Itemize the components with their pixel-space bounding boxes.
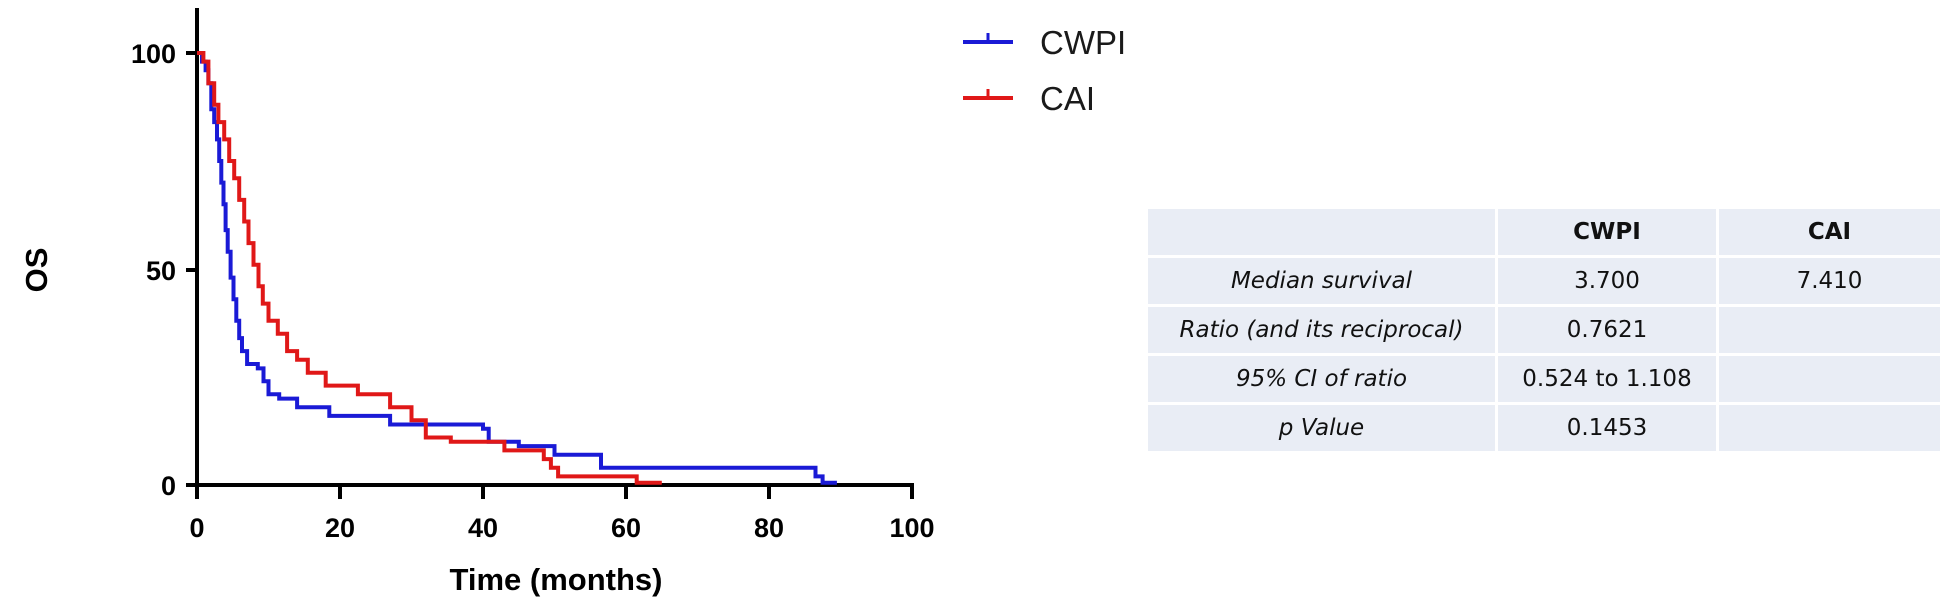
cell-ratio-cwpi: 0.7621 <box>1498 307 1716 353</box>
table-row: Median survival 3.700 7.410 <box>1148 258 1940 304</box>
cell-ci-cwpi: 0.524 to 1.108 <box>1498 356 1716 402</box>
table-header-cai: CAI <box>1719 209 1940 255</box>
table-header-empty <box>1148 209 1495 255</box>
cell-median-cai: 7.410 <box>1719 258 1940 304</box>
x-axis-title: Time (months) <box>450 562 663 597</box>
y-axis-title: OS <box>19 248 54 293</box>
legend-label-cai: CAI <box>1040 80 1095 117</box>
legend-item-cai: CAI <box>963 80 1095 117</box>
x-axis: 0 20 40 60 80 100 Time (months) <box>186 483 935 597</box>
x-tick-label-0: 0 <box>189 513 204 543</box>
row-label-ci: 95% CI of ratio <box>1148 356 1495 402</box>
x-tick-label-40: 40 <box>468 513 498 543</box>
cell-p-cai <box>1719 405 1940 451</box>
table-row: p Value 0.1453 <box>1148 405 1940 451</box>
x-tick-label-100: 100 <box>889 513 934 543</box>
survival-statistics-table: CWPI CAI Median survival 3.700 7.410 Rat… <box>1145 206 1943 454</box>
x-tick-label-80: 80 <box>754 513 784 543</box>
legend-line-marker-icon <box>963 33 1013 44</box>
x-tick-label-60: 60 <box>611 513 641 543</box>
legend-line-marker-icon <box>963 89 1013 100</box>
table-header-row: CWPI CAI <box>1148 209 1940 255</box>
table-row: 95% CI of ratio 0.524 to 1.108 <box>1148 356 1940 402</box>
row-label-ratio: Ratio (and its reciprocal) <box>1148 307 1495 353</box>
row-label-median-survival: Median survival <box>1148 258 1495 304</box>
y-tick-label-100: 100 <box>131 39 176 69</box>
x-tick-label-20: 20 <box>325 513 355 543</box>
y-axis: 100 50 0 OS <box>19 8 199 501</box>
y-tick-label-50: 50 <box>146 256 176 286</box>
legend-item-cwpi: CWPI <box>963 24 1126 61</box>
cell-median-cwpi: 3.700 <box>1498 258 1716 304</box>
row-label-p-value: p Value <box>1148 405 1495 451</box>
cell-p-cwpi: 0.1453 <box>1498 405 1716 451</box>
cai-survival-curve <box>197 51 662 485</box>
cell-ci-cai <box>1719 356 1940 402</box>
cell-ratio-cai <box>1719 307 1940 353</box>
y-tick-label-0: 0 <box>161 471 176 501</box>
legend: CWPI CAI <box>963 24 1126 117</box>
legend-label-cwpi: CWPI <box>1040 24 1126 61</box>
table-row: Ratio (and its reciprocal) 0.7621 <box>1148 307 1940 353</box>
table-header-cwpi: CWPI <box>1498 209 1716 255</box>
cwpi-survival-curve <box>197 51 837 485</box>
